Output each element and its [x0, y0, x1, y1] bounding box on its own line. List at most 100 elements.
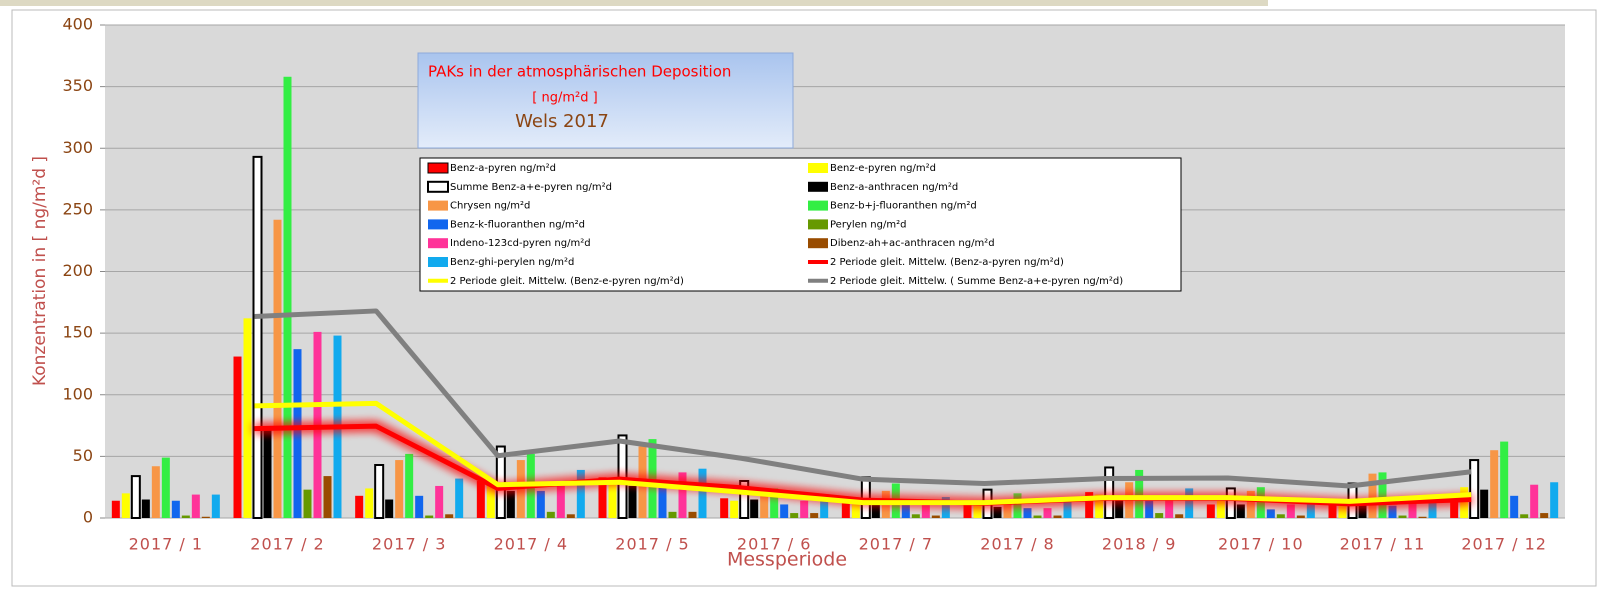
bar	[1236, 504, 1245, 518]
bar	[365, 488, 374, 518]
bar	[1276, 514, 1285, 518]
legend-label: 2 Periode gleit. Mittelw. (Benz-a-pyren …	[830, 257, 1064, 268]
bar	[921, 501, 930, 518]
bar	[566, 514, 575, 518]
legend-label: Indeno-123cd-pyren ng/m²d	[450, 238, 591, 249]
bar	[658, 485, 667, 518]
bar	[841, 501, 850, 518]
bar	[1469, 459, 1480, 520]
bar	[1043, 508, 1052, 518]
bar	[911, 514, 920, 518]
x-tick-label: 2017 / 5	[615, 535, 689, 554]
bar	[739, 480, 750, 519]
bar	[556, 482, 565, 518]
bar	[355, 495, 364, 518]
legend-swatch	[808, 181, 828, 192]
title-box	[417, 52, 794, 149]
legend-swatch	[808, 219, 828, 230]
bar	[1550, 482, 1559, 518]
chart-title: PAKs in der atmosphärischen Deposition	[428, 63, 731, 81]
legend-swatch	[808, 238, 828, 249]
bar	[1085, 492, 1094, 518]
bar	[171, 500, 180, 518]
bar	[130, 475, 141, 519]
legend-label: Benz-ghi-perylen ng/m²d	[450, 257, 574, 268]
bar	[1296, 515, 1305, 518]
y-tick-label: 350	[62, 76, 93, 95]
bar	[1216, 500, 1225, 518]
bar	[790, 513, 799, 518]
bar	[323, 476, 332, 518]
bar	[1490, 450, 1499, 518]
y-tick-label: 200	[62, 261, 93, 280]
x-tick-label: 2018 / 9	[1102, 535, 1176, 554]
bar	[395, 460, 404, 518]
bar	[608, 483, 617, 518]
bar	[1175, 514, 1184, 518]
bar	[1104, 466, 1115, 519]
bar	[780, 504, 789, 518]
bar	[941, 497, 950, 518]
bar	[536, 490, 545, 518]
legend-label: Dibenz-ah+ac-anthracen ng/m²d	[830, 238, 995, 249]
legend	[419, 157, 1182, 292]
bar	[161, 457, 170, 518]
x-tick-label: 2017 / 2	[250, 535, 324, 554]
bar	[1256, 487, 1265, 518]
bar	[111, 500, 120, 518]
x-tick-label: 2017 / 1	[129, 535, 203, 554]
bar	[810, 513, 819, 518]
x-tick-label: 2017 / 6	[737, 535, 811, 554]
legend-label: Benz-a-pyren ng/m²d	[450, 163, 556, 174]
x-tick-label: 2017 / 7	[859, 535, 933, 554]
y-tick-label: 100	[62, 384, 93, 403]
bar	[993, 506, 1002, 518]
bar	[1266, 509, 1275, 518]
bar	[1013, 493, 1022, 518]
legend-swatch	[427, 162, 449, 174]
bar	[720, 498, 729, 518]
legend-swatch	[427, 180, 449, 193]
x-tick-label: 2017 / 8	[980, 535, 1054, 554]
x-tick-label: 2017 / 11	[1340, 535, 1426, 554]
bar	[750, 499, 759, 518]
moving-average-line	[254, 308, 1472, 489]
bar	[576, 469, 585, 518]
bar	[243, 318, 252, 518]
bar	[1145, 500, 1154, 518]
bar	[1225, 487, 1236, 520]
legend-swatch	[428, 238, 448, 249]
bar	[1185, 488, 1194, 518]
legend-label: 2 Periode gleit. Mittelw. ( Summe Benz-a…	[830, 276, 1123, 287]
bar	[1418, 516, 1427, 518]
bar	[931, 515, 940, 518]
bar	[963, 504, 972, 518]
legend-label: Summe Benz-a+e-pyren ng/m²d	[450, 182, 612, 193]
bar	[871, 500, 880, 518]
bar	[678, 472, 687, 518]
x-tick-label: 2017 / 12	[1461, 535, 1547, 554]
bar	[141, 499, 150, 518]
y-tick-label: 150	[62, 323, 93, 342]
bar	[698, 468, 707, 518]
bar	[435, 485, 444, 518]
bar	[820, 497, 829, 518]
bar	[1095, 494, 1104, 518]
bar	[506, 490, 515, 518]
bar	[1428, 498, 1437, 518]
bar	[851, 504, 860, 518]
bar	[191, 494, 200, 518]
bar	[1033, 515, 1042, 518]
bar	[800, 500, 809, 518]
legend-label: Benz-b+j-fluoranthen ng/m²d	[830, 201, 977, 212]
bar	[1115, 498, 1124, 518]
bar	[476, 481, 485, 518]
bar	[1450, 495, 1459, 518]
bar	[668, 511, 677, 518]
bar	[415, 495, 424, 518]
bar	[211, 494, 220, 518]
bar	[303, 489, 312, 518]
bar	[1480, 489, 1489, 518]
bar	[1500, 441, 1509, 518]
